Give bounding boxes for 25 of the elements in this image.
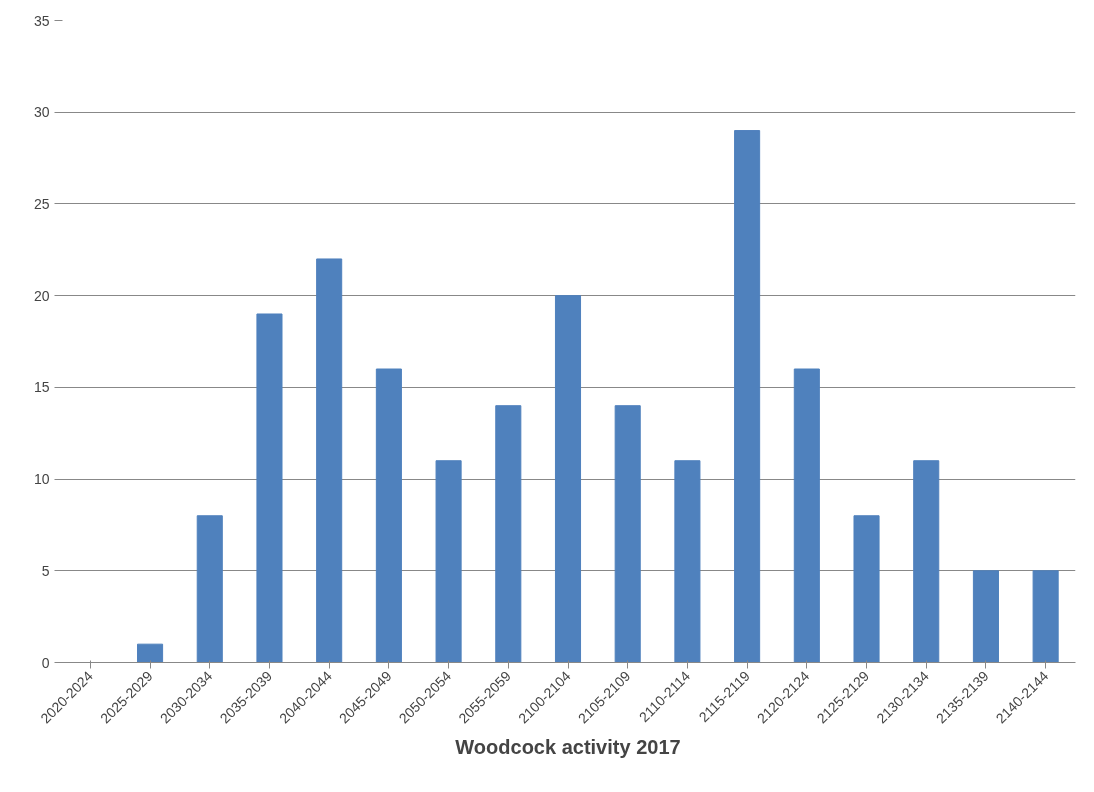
y-tick-label: 25	[33, 195, 50, 212]
bar	[674, 460, 701, 663]
bar	[1032, 570, 1059, 663]
bar	[196, 515, 223, 663]
y-tick-label: 0	[41, 654, 50, 671]
bar	[435, 460, 462, 663]
y-tick-label: 5	[41, 562, 50, 579]
bar	[316, 258, 343, 663]
y-tick-label: 35	[33, 12, 50, 29]
bar	[614, 405, 641, 663]
bar	[734, 130, 761, 663]
bar	[137, 643, 164, 663]
bar	[256, 313, 283, 663]
y-tick-label: 10	[33, 471, 50, 488]
bar	[853, 515, 880, 663]
x-axis-title: Woodcock activity 2017	[455, 735, 681, 758]
bar	[913, 460, 940, 663]
bar	[375, 368, 402, 663]
y-tick-label: 20	[33, 287, 50, 304]
bar	[972, 570, 999, 663]
bar	[793, 368, 820, 663]
bar	[554, 295, 582, 663]
y-tick-label: 30	[33, 104, 50, 121]
y-tick-label: 15	[33, 379, 50, 396]
bar	[495, 405, 522, 663]
